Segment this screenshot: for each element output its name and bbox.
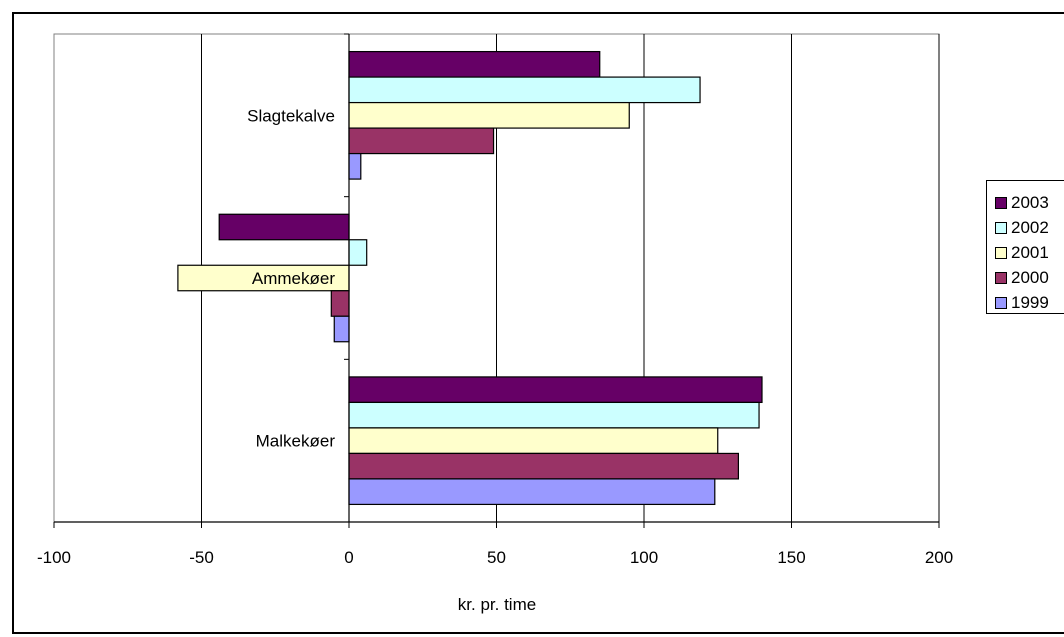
axes — [53, 33, 940, 528]
bar — [348, 152, 362, 180]
legend-item: 2000 — [995, 268, 1049, 288]
bar — [177, 264, 350, 292]
bar — [330, 290, 350, 317]
legend-label: 1999 — [1011, 293, 1049, 312]
legend: 2003 2002 2001 2000 1999 — [986, 180, 1064, 314]
bar — [348, 50, 601, 78]
bar — [348, 478, 716, 506]
legend-swatch — [995, 247, 1007, 259]
x-tick-label: -100 — [37, 548, 71, 567]
category-labels: Slagtekalve Ammekøer Malkekøer — [247, 106, 335, 450]
legend-label: 2001 — [1011, 243, 1049, 262]
bar — [333, 315, 350, 343]
bar — [348, 76, 701, 104]
legend-swatch — [995, 222, 1007, 234]
chart-frame — [12, 12, 1064, 634]
legend-item: 2002 — [995, 218, 1049, 238]
legend-swatch — [995, 297, 1007, 309]
category-label: Ammekøer — [252, 269, 335, 288]
x-tick-label: 100 — [630, 548, 658, 567]
bar — [348, 239, 368, 266]
bar — [348, 127, 495, 155]
bar — [348, 452, 739, 480]
x-axis-label: kr. pr. time — [458, 595, 536, 614]
legend-label: 2002 — [1011, 218, 1049, 237]
legend-label: 2000 — [1011, 268, 1049, 287]
legend-item: 2001 — [995, 243, 1049, 263]
x-tick-label: 150 — [777, 548, 805, 567]
bar — [348, 401, 760, 429]
legend-swatch — [995, 197, 1007, 209]
category-label: Slagtekalve — [247, 106, 335, 125]
legend-label: 2003 — [1011, 193, 1049, 212]
bar — [348, 101, 630, 129]
legend-item: 2003 — [995, 193, 1049, 213]
legend-item: 1999 — [995, 293, 1049, 313]
bars — [177, 50, 763, 506]
x-tick-labels: -100 -50 0 50 100 150 200 — [37, 548, 953, 567]
legend-swatch — [995, 272, 1007, 284]
bar — [218, 213, 350, 241]
category-label: Malkekøer — [256, 432, 336, 451]
x-tick-label: 50 — [487, 548, 506, 567]
x-tick-label: -50 — [189, 548, 214, 567]
bar — [348, 427, 719, 455]
x-tick-label: 0 — [344, 548, 353, 567]
x-tick-label: 200 — [925, 548, 953, 567]
bar — [348, 376, 763, 404]
